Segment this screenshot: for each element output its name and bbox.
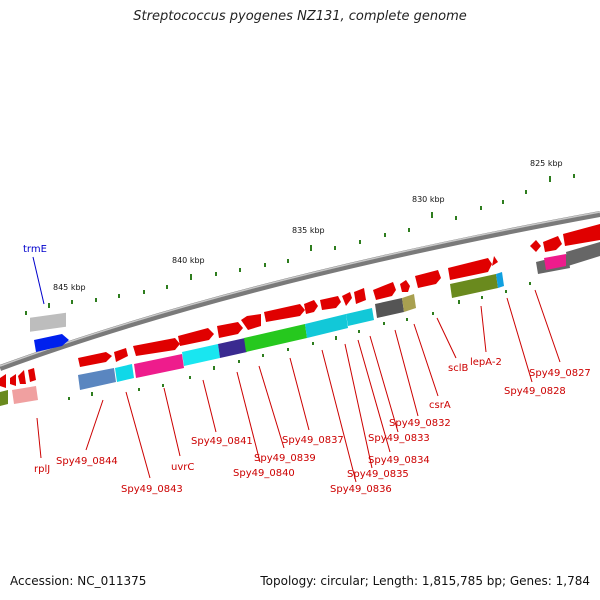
gene-block	[305, 314, 348, 338]
gene-block	[134, 354, 184, 378]
gene-label-spy49-0844: Spy49_0844	[56, 456, 118, 467]
gene-arrow	[530, 240, 541, 252]
gene-arrow	[264, 304, 305, 322]
gene-label-spy49-0833: Spy49_0833	[368, 433, 430, 444]
gene-block	[34, 334, 69, 352]
gene-arrow	[10, 374, 16, 386]
topology-text: Topology: circular; Length: 1,815,785 bp…	[260, 574, 590, 588]
gene-arrow	[114, 348, 128, 362]
gene-block	[182, 344, 220, 366]
gene-arrow	[448, 258, 492, 280]
gene-arrow	[563, 224, 600, 246]
accession-text: Accession: NC_011375	[10, 574, 147, 588]
gene-label-spy49-0843: Spy49_0843	[121, 484, 183, 495]
gene-label-spy49-0839: Spy49_0839	[254, 453, 316, 464]
gene-arrow	[492, 256, 498, 266]
scale-ticks	[25, 174, 575, 400]
gene-block	[78, 368, 116, 390]
leader-lines	[32, 256, 561, 483]
genome-backbone-highlight	[0, 211, 600, 367]
gene-block	[0, 390, 8, 406]
gene-arrow	[304, 300, 318, 314]
gene-blocks	[0, 242, 600, 406]
gene-label-csrA: csrA	[429, 400, 451, 411]
gene-arrow	[28, 368, 36, 382]
gene-block	[346, 308, 374, 326]
genome-backbone	[0, 211, 600, 371]
gene-label-spy49-0840: Spy49_0840	[233, 468, 295, 479]
gene-block	[12, 386, 38, 404]
gene-arrow	[217, 322, 243, 338]
gene-label-uvrC: uvrC	[171, 462, 194, 473]
gene-block	[115, 364, 134, 382]
scale-label-845: 845 kbp	[53, 283, 86, 292]
gene-arrow	[78, 352, 112, 367]
scale-label-835: 835 kbp	[292, 226, 325, 235]
gene-block	[566, 242, 600, 266]
forward-genes	[0, 224, 600, 388]
scale-label-825: 825 kbp	[530, 159, 563, 168]
scale-label-830: 830 kbp	[412, 195, 445, 204]
gene-arrow	[400, 280, 410, 292]
gene-block	[544, 254, 566, 270]
gene-arrow	[354, 288, 366, 304]
gene-block	[218, 338, 247, 358]
gene-block	[450, 274, 498, 298]
gene-label-spy49-0828: Spy49_0828	[504, 386, 566, 397]
gene-label-trmE: trmE	[23, 244, 47, 255]
scale-label-840: 840 kbp	[172, 256, 205, 265]
gene-arrow	[178, 328, 214, 346]
gene-label-spy49-0837: Spy49_0837	[282, 435, 344, 446]
gene-block	[496, 272, 504, 288]
gene-arrow	[543, 236, 562, 252]
gene-arrow	[133, 338, 180, 356]
gene-block	[375, 298, 404, 318]
gene-arrow	[415, 270, 441, 288]
gene-arrow	[0, 374, 6, 388]
gene-label-spy49-0834: Spy49_0834	[368, 455, 430, 466]
gene-arrow	[373, 282, 396, 300]
gene-arrow	[320, 296, 341, 310]
gene-label-spy49-0841: Spy49_0841	[191, 436, 253, 447]
gene-arrow	[18, 370, 26, 384]
map-title: Streptococcus pyogenes NZ131, complete g…	[133, 9, 467, 24]
gene-arrow	[342, 292, 352, 306]
gene-block	[402, 294, 416, 312]
gene-arrow	[241, 314, 261, 330]
gene-label-spy49-0836: Spy49_0836	[330, 484, 392, 495]
gene-label-spy49-0827: Spy49_0827	[529, 368, 591, 379]
gene-label-spy49-0835: Spy49_0835	[347, 469, 409, 480]
gene-label-spy49-0832: Spy49_0832	[389, 418, 451, 429]
gene-block	[244, 324, 307, 352]
gene-block	[30, 312, 66, 332]
gene-label-lepA-2: lepA-2	[470, 357, 502, 368]
gene-label-rplJ: rplJ	[34, 464, 50, 475]
gene-label-sclB: sclB	[448, 363, 468, 374]
